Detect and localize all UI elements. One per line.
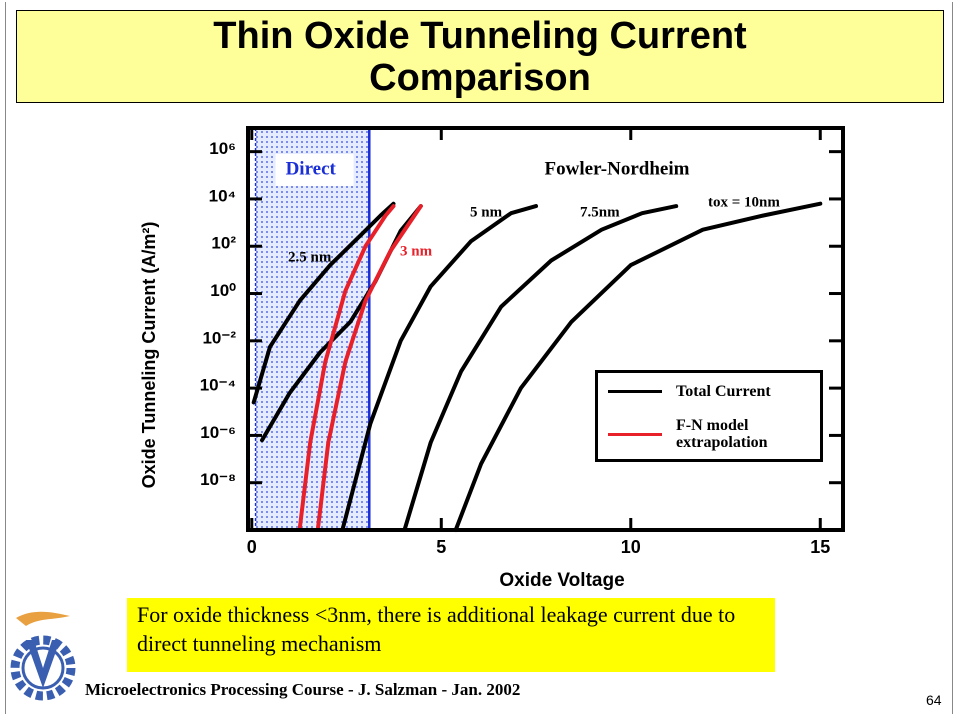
curve-label: 2.5 nm	[288, 249, 332, 265]
curve	[402, 204, 679, 532]
curve-label: 7.5nm	[580, 204, 620, 220]
annotation: Fowler-Nordheim	[545, 158, 690, 179]
curve	[251, 201, 396, 405]
y-tick-label: 10⁻⁸	[200, 470, 236, 489]
x-tick-label: 0	[247, 537, 257, 557]
curve	[453, 201, 823, 532]
slide-title: Thin Oxide Tunneling Current Comparison	[213, 14, 747, 99]
y-axis-label: Oxide Tunneling Current (A/m²)	[139, 222, 159, 489]
curve	[297, 204, 396, 530]
slide-frame	[5, 2, 953, 714]
legend-swatch	[608, 432, 662, 436]
curve-label: 3 nm	[400, 243, 433, 259]
note-box: For oxide thickness <3nm, there is addit…	[127, 598, 775, 672]
logo	[10, 611, 76, 701]
region	[255, 128, 370, 530]
x-tick-label: 10	[621, 537, 641, 557]
page-number: 64	[926, 692, 942, 708]
curve-label: tox = 10nm	[708, 194, 780, 210]
y-tick-label: 10⁻⁶	[200, 423, 236, 442]
title-box: Thin Oxide Tunneling Current Comparison	[16, 10, 944, 103]
y-tick-label: 10⁻⁴	[200, 376, 236, 395]
x-tick-label: 5	[436, 537, 446, 557]
y-tick-label: 10⁴	[209, 186, 236, 205]
curve	[316, 204, 423, 530]
legend-swatch	[608, 390, 662, 393]
x-tick-label: 15	[810, 537, 830, 557]
region-label: Direct	[286, 158, 337, 179]
curve	[340, 204, 538, 532]
y-tick-label: 10²	[211, 234, 236, 253]
curve-label: 5 nm	[470, 204, 503, 220]
plot-frame	[246, 126, 845, 532]
legend-label: Total Current	[676, 383, 771, 400]
legend-entry: Total Current	[608, 383, 806, 400]
legend: Total Current F-N model extrapolation	[595, 370, 823, 462]
legend-entry: F-N model extrapolation	[608, 417, 806, 451]
chart: Direct Oxide Voltage Oxide Tunneling Cur…	[139, 126, 845, 591]
region-label-bg	[275, 154, 354, 186]
note-text: For oxide thickness <3nm, there is addit…	[137, 602, 736, 656]
y-tick-label: 10⁻²	[202, 328, 236, 347]
footer: Microelectronics Processing Course - J. …	[85, 680, 521, 699]
y-tick-label: 10⁶	[209, 139, 236, 158]
y-tick-label: 10⁰	[210, 281, 236, 300]
legend-label: F-N model extrapolation	[676, 417, 768, 451]
x-axis-label: Oxide Voltage	[499, 570, 624, 591]
curve	[260, 204, 423, 443]
